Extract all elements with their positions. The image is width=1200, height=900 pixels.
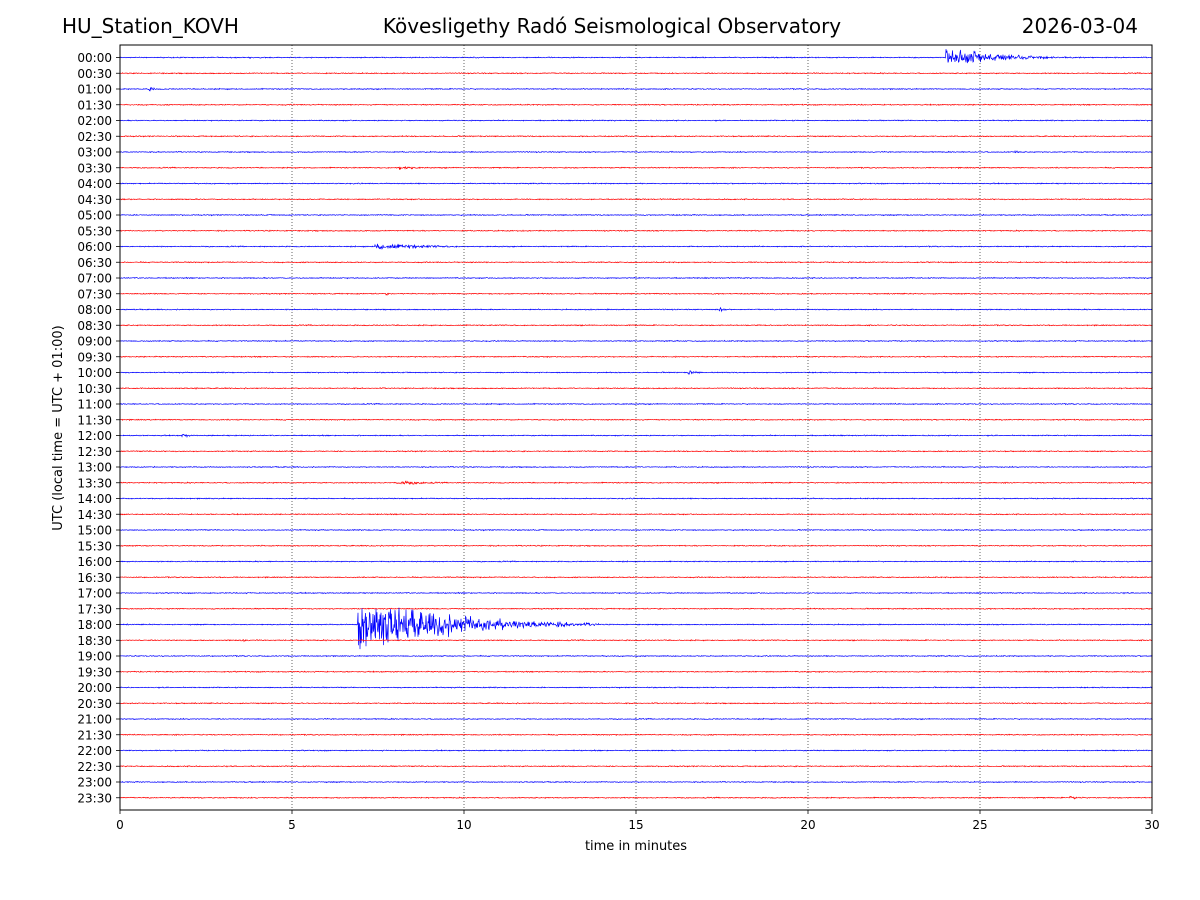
trace-2300 — [119, 780, 1153, 784]
row-label: 17:00 — [77, 587, 112, 601]
record-date: 2026-03-04 — [1021, 14, 1138, 38]
trace-0900 — [119, 339, 1153, 343]
row-label: 12:30 — [77, 445, 112, 459]
row-label: 18:30 — [77, 634, 112, 648]
trace-1030 — [119, 386, 1153, 390]
row-label: 13:00 — [77, 461, 112, 475]
row-label: 07:00 — [77, 272, 112, 286]
row-label: 16:00 — [77, 555, 112, 569]
row-label: 19:30 — [77, 665, 112, 679]
row-label: 02:30 — [77, 130, 112, 144]
row-label: 13:30 — [77, 476, 112, 490]
trace-1300 — [119, 465, 1153, 469]
trace-0230 — [119, 135, 1153, 138]
row-label: 01:30 — [77, 98, 112, 112]
trace-0530 — [119, 229, 1153, 232]
row-label: 00:30 — [77, 67, 112, 81]
trace-layer — [119, 49, 1153, 800]
trace-0300 — [119, 149, 1153, 154]
row-label: 03:00 — [77, 146, 112, 160]
row-label: 12:00 — [77, 429, 112, 443]
trace-0700 — [119, 276, 1153, 280]
row-label: 14:00 — [77, 492, 112, 506]
station-name: HU_Station_KOVH — [62, 14, 239, 38]
row-label: 11:30 — [77, 413, 112, 427]
trace-1830 — [119, 638, 1153, 643]
trace-2230 — [119, 764, 1153, 768]
row-label: 10:00 — [77, 366, 112, 380]
row-label: 04:00 — [77, 177, 112, 191]
row-label: 23:30 — [77, 791, 112, 805]
row-label: 20:30 — [77, 697, 112, 711]
row-label: 22:30 — [77, 760, 112, 774]
row-label: 09:00 — [77, 335, 112, 349]
row-label: 18:00 — [77, 618, 112, 632]
trace-2030 — [120, 701, 1153, 705]
row-label: 09:30 — [77, 350, 112, 364]
trace-0500 — [119, 213, 1153, 217]
x-tick-label: 0 — [116, 818, 124, 832]
observatory-title: Kövesligethy Radó Seismological Observat… — [382, 14, 842, 38]
y-axis-label: UTC (local time = UTC + 01:00) — [51, 325, 66, 530]
x-tick-label: 20 — [800, 818, 815, 832]
trace-1630 — [120, 575, 1153, 579]
row-label: 05:00 — [77, 209, 112, 223]
trace-0100 — [119, 86, 1153, 92]
trace-1500 — [119, 528, 1153, 532]
x-tick-label: 5 — [288, 818, 296, 832]
trace-1700 — [119, 591, 1153, 595]
row-label: 16:30 — [77, 571, 112, 585]
trace-1900 — [119, 654, 1153, 658]
x-axis-label: time in minutes — [585, 839, 687, 854]
row-label: 08:00 — [77, 303, 112, 317]
row-label: 06:00 — [77, 240, 112, 254]
row-label: 00:00 — [77, 51, 112, 65]
row-label: 23:00 — [77, 776, 112, 790]
trace-2100 — [119, 717, 1153, 721]
x-tick-label: 15 — [628, 818, 643, 832]
x-tick-label: 25 — [972, 818, 987, 832]
minute-grid — [291, 45, 981, 810]
row-label: 01:00 — [77, 83, 112, 97]
row-label: 20:00 — [77, 681, 112, 695]
row-label: 07:30 — [77, 287, 112, 301]
row-label: 21:30 — [77, 728, 112, 742]
trace-1930 — [119, 670, 1153, 673]
row-label: 10:30 — [77, 382, 112, 396]
row-label: 14:30 — [77, 508, 112, 522]
x-axis-ticks: 0 5 10 15 20 25 30 — [116, 810, 1160, 832]
trace-2130 — [119, 733, 1153, 737]
row-label: 05:30 — [77, 224, 112, 238]
trace-0630 — [120, 260, 1153, 264]
trace-1730 — [119, 607, 1153, 611]
row-label: 02:00 — [77, 114, 112, 128]
row-label: 17:30 — [77, 602, 112, 616]
x-tick-label: 10 — [456, 818, 471, 832]
row-label: 03:30 — [77, 161, 112, 175]
row-label: 06:30 — [77, 256, 112, 270]
row-label: 19:00 — [77, 650, 112, 664]
trace-0030 — [119, 71, 1153, 75]
row-label: 22:00 — [77, 744, 112, 758]
row-label: 04:30 — [77, 193, 112, 207]
row-label: 21:00 — [77, 713, 112, 727]
row-label: 11:00 — [77, 398, 112, 412]
row-label: 15:00 — [77, 524, 112, 538]
x-tick-label: 30 — [1144, 818, 1159, 832]
row-label: 08:30 — [77, 319, 112, 333]
trace-0430 — [119, 197, 1153, 201]
trace-1100 — [120, 402, 1153, 406]
trace-1130 — [119, 418, 1153, 422]
row-label: 15:30 — [77, 539, 112, 553]
trace-1330 — [119, 480, 1153, 485]
